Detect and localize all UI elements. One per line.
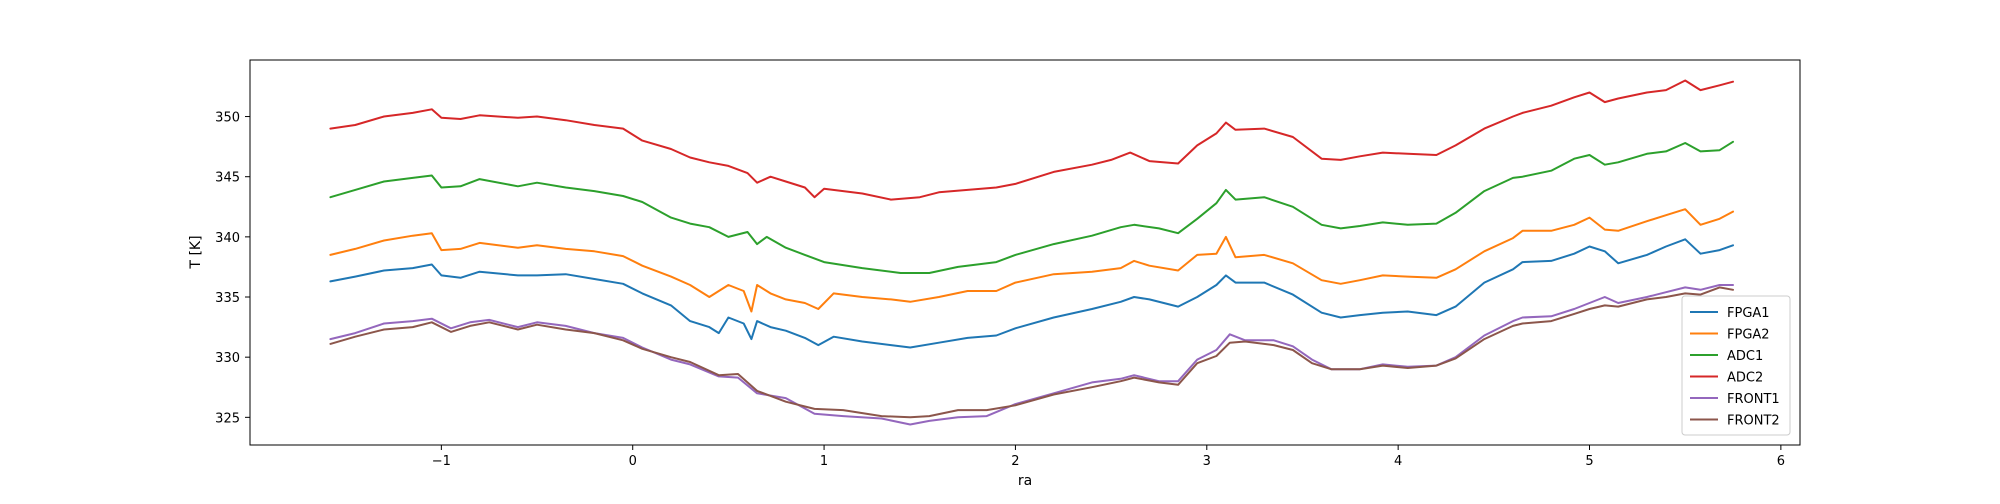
y-tick-label: 335 xyxy=(215,291,240,306)
series-line-fpga1 xyxy=(329,238,1734,349)
x-axis-label: ra xyxy=(1018,473,1032,489)
legend-label-adc2: ADC2 xyxy=(1727,371,1763,386)
legend-label-front1: FRONT1 xyxy=(1727,392,1780,407)
legend-label-adc1: ADC1 xyxy=(1727,349,1763,364)
y-tick-label: 340 xyxy=(215,231,240,246)
series-line-front1 xyxy=(329,284,1734,426)
legend-label-fpga1: FPGA1 xyxy=(1727,306,1770,321)
x-tick-label: 4 xyxy=(1394,454,1402,469)
legend-frame xyxy=(1681,295,1791,436)
x-axis: −1 0 1 2 3 4 5 6 xyxy=(432,445,1785,469)
x-tick-label: 0 xyxy=(629,454,637,469)
y-tick-label: 330 xyxy=(215,351,240,366)
legend: FPGA1 FPGA2 ADC1 ADC2 FRONT1 FRONT2 xyxy=(1681,295,1791,436)
x-tick-label: 6 xyxy=(1777,454,1785,469)
y-axis: 325 330 335 340 345 350 xyxy=(215,111,250,426)
series-line-adc2 xyxy=(329,79,1734,201)
series-line-adc1 xyxy=(329,140,1734,274)
x-tick-label: 3 xyxy=(1203,454,1211,469)
y-tick-label: 345 xyxy=(215,171,240,186)
x-tick-label: 2 xyxy=(1011,454,1019,469)
y-tick-label: 350 xyxy=(215,111,240,126)
legend-label-front2: FRONT2 xyxy=(1727,414,1780,429)
series-line-fpga2 xyxy=(329,208,1734,313)
plot-area-frame xyxy=(249,59,1801,446)
series-layer xyxy=(329,79,1734,426)
y-tick-label: 325 xyxy=(215,411,240,426)
legend-label-fpga2: FPGA2 xyxy=(1727,328,1770,343)
series-line-front2 xyxy=(329,286,1734,419)
x-tick-label: 1 xyxy=(820,454,828,469)
y-axis-label: T [K] xyxy=(188,235,204,269)
x-tick-label: 5 xyxy=(1585,454,1593,469)
x-tick-label: −1 xyxy=(432,454,451,469)
